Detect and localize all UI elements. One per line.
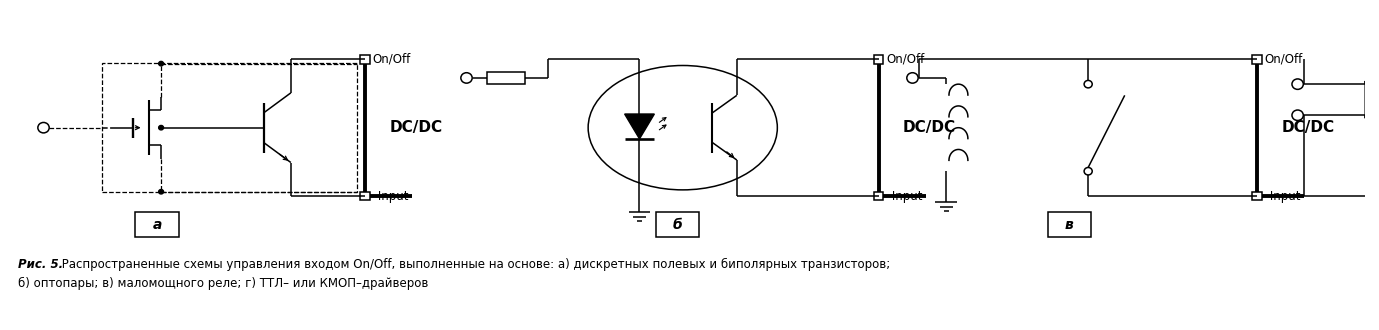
Bar bbox=[135, 212, 179, 237]
Bar bbox=[1048, 212, 1091, 237]
Circle shape bbox=[1084, 81, 1092, 88]
Bar bbox=[102, 63, 357, 192]
Bar bbox=[656, 212, 699, 237]
Text: а: а bbox=[152, 218, 161, 232]
Circle shape bbox=[461, 73, 472, 83]
Circle shape bbox=[1292, 110, 1303, 120]
Bar bbox=[360, 192, 370, 200]
Text: DC/DC: DC/DC bbox=[903, 120, 956, 135]
Text: DC/DC: DC/DC bbox=[389, 120, 443, 135]
Bar bbox=[360, 55, 370, 64]
Text: б) оптопары; в) маломощного реле; г) ТТЛ– или КМОП–драйверов: б) оптопары; в) маломощного реле; г) ТТЛ… bbox=[18, 277, 429, 290]
Text: Распространенные схемы управления входом On/Off, выполненные на основе: а) дискр: Распространенные схемы управления входом… bbox=[58, 258, 891, 271]
Text: DC/DC: DC/DC bbox=[1281, 120, 1335, 135]
Bar bbox=[874, 192, 884, 200]
Circle shape bbox=[1292, 79, 1303, 89]
Polygon shape bbox=[1365, 81, 1379, 118]
Text: –Input: –Input bbox=[1265, 190, 1300, 203]
Circle shape bbox=[159, 61, 164, 66]
Ellipse shape bbox=[587, 65, 778, 190]
Circle shape bbox=[159, 189, 164, 194]
Circle shape bbox=[37, 122, 50, 133]
Text: –Input: –Input bbox=[372, 190, 410, 203]
Text: в: в bbox=[1065, 218, 1074, 232]
Bar bbox=[487, 72, 524, 84]
Text: On/Off: On/Off bbox=[887, 53, 924, 66]
Circle shape bbox=[159, 125, 164, 130]
Circle shape bbox=[907, 73, 918, 83]
Text: Рис. 5.: Рис. 5. bbox=[18, 258, 63, 271]
Text: б: б bbox=[673, 218, 683, 232]
Polygon shape bbox=[625, 114, 655, 139]
Bar bbox=[1252, 55, 1262, 64]
Text: On/Off: On/Off bbox=[372, 53, 411, 66]
Text: –Input: –Input bbox=[887, 190, 923, 203]
Text: On/Off: On/Off bbox=[1265, 53, 1303, 66]
Bar bbox=[1252, 192, 1262, 200]
Circle shape bbox=[1084, 168, 1092, 175]
Bar bbox=[874, 55, 884, 64]
